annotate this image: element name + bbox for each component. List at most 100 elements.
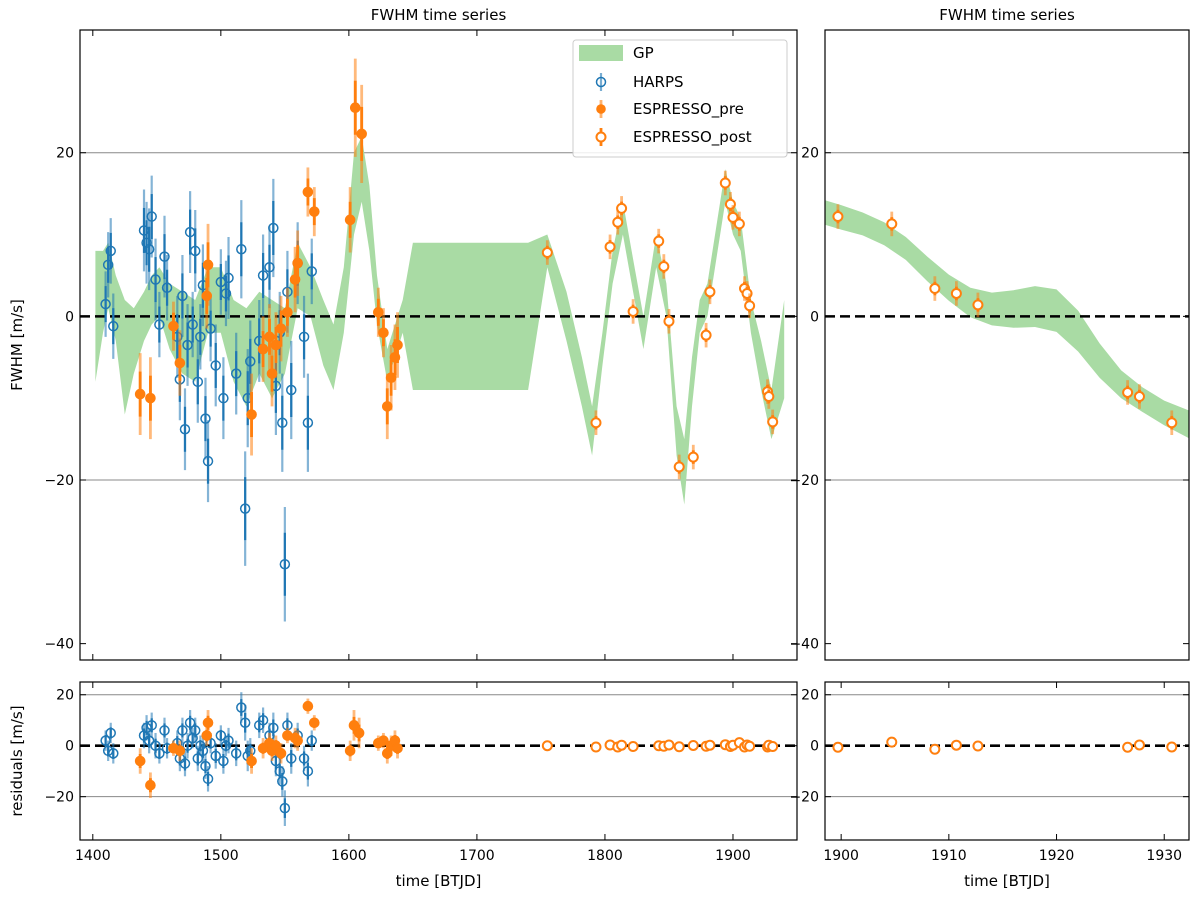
harps-point: [195, 740, 206, 751]
harps-point: [146, 720, 157, 731]
harps-point: [154, 748, 165, 759]
espresso-pre-point: [275, 323, 287, 334]
espresso-post-point: [612, 216, 624, 228]
plot-area: [825, 152, 1189, 481]
harps-point: [279, 802, 291, 814]
x-tick-label: 1800: [587, 848, 623, 864]
y-tick-label: 0: [65, 739, 74, 755]
harps-point: [189, 245, 201, 257]
y-axis-label: FWHM [m/s]: [8, 299, 26, 391]
espresso-post-point: [590, 741, 602, 753]
gp-band: [95, 136, 785, 505]
fwhm-panel-right: −40 −20 0 20 FWHM time series: [789, 6, 1190, 661]
espresso-post-point: [972, 740, 984, 752]
espresso-post-point: [704, 286, 716, 298]
residuals-panel-right: −20 0 20 1900 1910 1920 1930 time [BTJD]: [789, 681, 1190, 890]
harps-point: [143, 735, 155, 746]
y-tick-label: −40: [44, 637, 74, 653]
espresso-pre-point: [309, 206, 320, 217]
legend-espresso-pre-marker: [596, 104, 606, 114]
espresso-post-point: [744, 300, 756, 312]
fwhm-panel-left: −40 −20 0 20 FWHM time series FWHM [m/s] GP HAR…: [8, 6, 798, 661]
espresso-post-point: [950, 739, 962, 751]
harps-point: [274, 765, 285, 777]
espresso-post-point: [719, 177, 731, 189]
espresso-pre-point: [302, 186, 314, 198]
harps-point: [184, 226, 196, 238]
harps-point: [105, 727, 116, 739]
espresso-pre-point: [264, 331, 275, 343]
espresso-post-point: [767, 416, 779, 428]
harps-point: [223, 272, 234, 284]
espresso-pre-point: [202, 259, 214, 271]
x-tick-label: 1500: [203, 848, 239, 864]
espresso-pre-point: [145, 392, 156, 404]
harps-point: [236, 244, 247, 255]
espresso-post-point: [763, 391, 775, 403]
espresso-post-point: [663, 315, 675, 327]
harps-point: [146, 211, 157, 222]
plot-area: [80, 692, 797, 826]
espresso-pre-point: [392, 742, 403, 754]
harps-point: [257, 714, 269, 726]
harps-point: [286, 753, 297, 764]
x-tick-label: 1900: [823, 848, 859, 864]
harps-point: [102, 259, 114, 271]
harps-point: [195, 331, 206, 343]
espresso-post-point: [627, 740, 639, 752]
harps-point: [154, 319, 165, 330]
legend-gp-swatch: [579, 45, 623, 61]
harps-point: [200, 760, 211, 772]
harps-point: [100, 298, 111, 310]
y-axis-label: residuals [m/s]: [8, 705, 26, 816]
axes-frame: [79, 681, 798, 841]
axes-frame: [824, 681, 1190, 841]
espresso-pre-point: [344, 745, 356, 757]
y-tick-label: 20: [801, 688, 819, 704]
y-tick-label: −20: [789, 473, 819, 489]
espresso-post-point: [744, 740, 756, 752]
harps-point: [298, 331, 310, 343]
espresso-pre-point: [292, 257, 303, 269]
espresso-post-point: [673, 461, 685, 473]
espresso-post-point: [616, 739, 628, 751]
espresso-post-point: [1133, 391, 1145, 403]
espresso-pre-point: [378, 735, 389, 746]
espresso-pre-point: [202, 717, 214, 729]
x-tick-label: 1700: [459, 848, 495, 864]
espresso-pre-point: [378, 327, 389, 339]
espresso-pre-point: [257, 343, 269, 355]
residuals-panel-left: −20 0 20 1400 1500 1600 1700 1800 1900 time [BTJD…: [8, 681, 798, 890]
harps-point: [223, 735, 234, 746]
espresso-pre-point: [145, 779, 156, 791]
chart-title: FWHM time series: [939, 6, 1075, 24]
espresso-post-point: [1166, 417, 1178, 429]
harps-point: [197, 745, 209, 757]
x-tick-label: 1920: [1039, 848, 1075, 864]
harps-point: [202, 773, 214, 785]
x-tick-label: 1600: [331, 848, 367, 864]
harps-point: [108, 748, 119, 759]
espresso-post-point: [616, 202, 628, 214]
espresso-post-point: [929, 743, 941, 755]
chart-title: FWHM time series: [371, 6, 507, 24]
harps-point: [210, 360, 221, 371]
espresso-post-point: [1133, 739, 1145, 751]
espresso-pre-point: [309, 717, 320, 729]
harps-point: [239, 717, 251, 729]
x-tick-label: 1400: [75, 848, 111, 864]
espresso-post-point: [704, 739, 716, 751]
espresso-post-point: [972, 299, 984, 311]
espresso-post-point: [727, 211, 739, 223]
espresso-post-point: [590, 417, 602, 429]
harps-point: [268, 222, 279, 234]
legend-label: HARPS: [633, 73, 684, 91]
harps-point: [306, 735, 317, 746]
espresso-pre-point: [282, 306, 293, 318]
legend-label: ESPRESSO_pre: [633, 100, 744, 119]
y-tick-label: 0: [65, 309, 74, 325]
espresso-post-point: [673, 741, 685, 753]
y-tick-label: −40: [789, 637, 819, 653]
espresso-post-point: [886, 218, 898, 230]
